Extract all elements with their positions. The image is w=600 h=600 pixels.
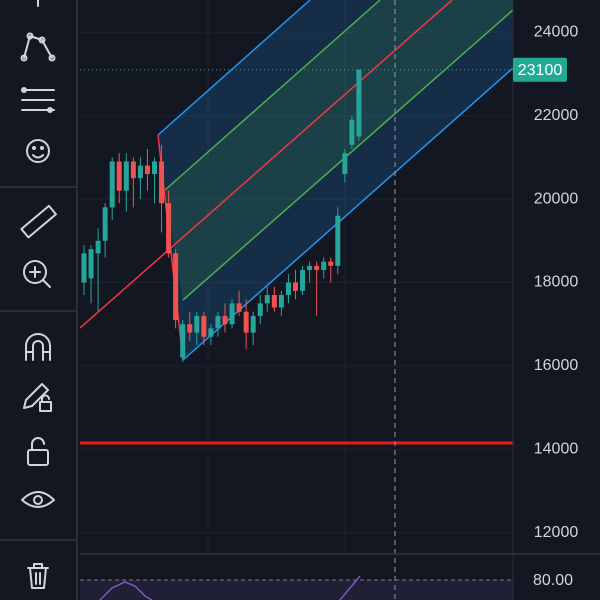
candle-body xyxy=(194,315,200,333)
candle-body xyxy=(250,315,256,333)
candle-body xyxy=(243,311,249,333)
candle-body xyxy=(166,203,172,254)
rsi-line xyxy=(99,581,153,600)
rsi-line xyxy=(339,575,361,600)
candle-body xyxy=(349,119,355,145)
candle-body xyxy=(102,207,108,241)
candle-body xyxy=(116,161,122,191)
icon-lock-drawing[interactable] xyxy=(23,383,52,412)
candle-body xyxy=(257,303,263,316)
y-tick-label: 24000 xyxy=(534,23,579,40)
icon-unlock[interactable] xyxy=(27,437,49,466)
candle-body xyxy=(222,315,228,325)
candle-body xyxy=(208,328,214,337)
candle-body xyxy=(229,303,235,325)
candle-body xyxy=(109,161,115,208)
y-tick-label: 18000 xyxy=(534,274,579,291)
candle-body xyxy=(130,161,136,179)
candle-body xyxy=(159,161,165,204)
y-tick-label: 12000 xyxy=(534,524,579,541)
rsi-level-label: 80.00 xyxy=(533,572,573,589)
candle-body xyxy=(328,261,334,266)
y-tick-label: 14000 xyxy=(534,441,579,458)
icon-visibility[interactable] xyxy=(21,491,55,508)
candle-body xyxy=(293,282,298,291)
pitchfork-median xyxy=(80,0,453,329)
candle-body xyxy=(137,165,143,179)
candle-body xyxy=(236,303,242,312)
last-price-box xyxy=(513,57,567,82)
candle-body xyxy=(314,265,320,270)
candle-body xyxy=(285,282,291,296)
candle-body xyxy=(278,295,284,308)
icon-zoom[interactable] xyxy=(23,260,51,288)
pitchfork-inner-lower xyxy=(182,9,513,301)
y-tick-label: 22000 xyxy=(534,107,579,124)
icon-pattern[interactable] xyxy=(20,32,56,62)
pitchfork-inner-fill xyxy=(165,0,513,300)
y-tick-label: 16000 xyxy=(534,357,579,374)
candle-body xyxy=(123,161,129,191)
rsi-band xyxy=(80,580,513,600)
icon-forecast[interactable] xyxy=(21,87,55,113)
pitchfork-inner-upper xyxy=(164,0,381,191)
icon-ruler[interactable] xyxy=(20,204,58,239)
candle-body xyxy=(342,153,348,175)
candle-body xyxy=(180,324,186,358)
candle-body xyxy=(271,295,277,308)
candle-body xyxy=(173,253,179,321)
candle-body xyxy=(300,269,306,291)
candle-body xyxy=(95,240,101,254)
icon-magnet[interactable] xyxy=(25,333,51,361)
last-price-label: 23100 xyxy=(518,62,563,79)
candle-body xyxy=(201,315,207,337)
candle-body xyxy=(264,295,270,304)
candles xyxy=(81,69,362,362)
candle-body xyxy=(215,315,221,329)
candle-body xyxy=(152,161,157,175)
candle-body xyxy=(307,265,313,270)
candle-body xyxy=(335,215,341,266)
y-tick-label: 20000 xyxy=(534,190,579,207)
candle-body xyxy=(144,165,150,175)
candle-body xyxy=(356,69,362,137)
candle-body xyxy=(88,249,94,279)
pitchfork-fill xyxy=(158,0,513,360)
pitchfork xyxy=(80,0,513,445)
icon-emoji[interactable] xyxy=(26,139,50,163)
price-axis: 12000 14000 16000 18000 20000 22000 24000 23100 xyxy=(513,23,578,541)
icon-trash[interactable] xyxy=(27,563,49,589)
candle-body xyxy=(81,253,87,283)
pitchfork-upper xyxy=(157,0,311,136)
candle-body xyxy=(187,324,193,333)
candle-body xyxy=(321,261,327,270)
